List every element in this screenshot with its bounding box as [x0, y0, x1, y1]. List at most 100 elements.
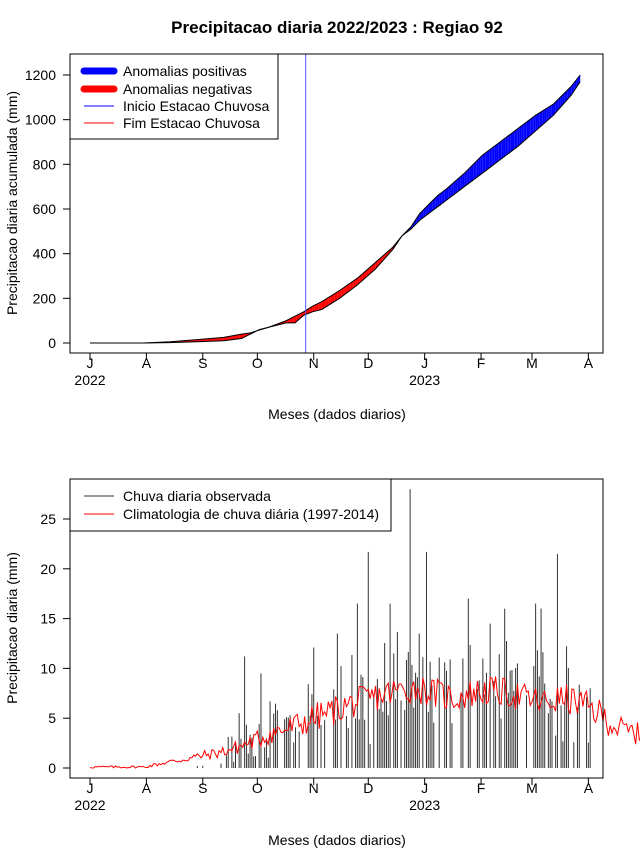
negative-anomaly-segment — [211, 338, 213, 342]
negative-anomaly-segment — [359, 275, 361, 284]
negative-anomaly-segment — [366, 268, 369, 278]
positive-anomaly-segment — [457, 177, 459, 193]
positive-anomaly-segment — [459, 176, 461, 191]
negative-anomaly-segment — [364, 270, 367, 279]
legend-negative-label: Anomalias negativas — [123, 81, 252, 97]
negative-anomaly-segment — [234, 335, 237, 340]
positive-anomaly-segment — [441, 191, 443, 205]
negative-anomaly-segment — [337, 290, 340, 300]
climatology-cumulative-line — [90, 81, 581, 344]
negative-anomaly-segment — [323, 299, 326, 309]
x-tick-label: F — [477, 780, 486, 796]
negative-anomaly-segment — [319, 301, 322, 310]
negative-anomaly-segment — [332, 293, 335, 303]
y-tick-label: 5 — [48, 710, 56, 726]
positive-anomaly-segment — [535, 114, 538, 131]
x-tick-label: D — [363, 780, 373, 796]
positive-anomaly-segment — [453, 181, 456, 195]
x-tick-label: N — [309, 355, 319, 371]
positive-anomaly-segment — [428, 202, 431, 214]
negative-anomaly-segment — [362, 271, 365, 281]
positive-anomaly-segment — [419, 211, 422, 221]
positive-anomaly-segment — [565, 89, 568, 102]
x-tick-label: F — [477, 355, 486, 371]
negative-anomaly-segment — [230, 335, 233, 340]
top-y-axis: 0 200 400 600 800 1000 1200 — [25, 67, 71, 351]
negative-anomaly-segment — [352, 280, 354, 289]
positive-anomaly-segment — [553, 102, 556, 116]
positive-anomaly-segment — [551, 104, 554, 117]
daily-rain-bars — [196, 489, 591, 768]
positive-anomaly-segment — [442, 190, 445, 203]
year-label: 2022 — [74, 372, 105, 388]
positive-anomaly-segment — [476, 158, 479, 178]
positive-anomaly-segment — [524, 121, 527, 141]
negative-anomaly-segment — [312, 305, 315, 312]
negative-anomaly-segment — [318, 302, 320, 311]
y-tick-label: 200 — [33, 290, 57, 306]
x-tick-label: O — [252, 780, 263, 796]
negative-anomaly-segment — [221, 337, 224, 341]
negative-anomaly-segment — [232, 335, 235, 340]
negative-anomaly-segment — [200, 339, 203, 342]
positive-anomaly-segment — [426, 204, 429, 215]
negative-anomaly-segment — [220, 337, 222, 341]
positive-anomaly-segment — [480, 155, 483, 175]
negative-anomaly-segment — [339, 289, 342, 299]
y-tick-label: 20 — [40, 561, 56, 577]
positive-anomaly-segment — [528, 119, 531, 138]
positive-anomaly-segment — [548, 106, 550, 120]
negative-anomaly-segment — [368, 267, 370, 276]
x-tick-label: M — [526, 780, 538, 796]
legend-positive-label: Anomalias positivas — [123, 63, 247, 79]
negative-anomaly-segment — [355, 278, 358, 287]
positive-anomaly-segment — [510, 132, 513, 152]
positive-anomaly-segment — [560, 95, 563, 108]
negative-anomaly-segment — [207, 338, 210, 342]
negative-anomaly-segment — [213, 338, 215, 342]
negative-anomaly-segment — [316, 303, 319, 311]
y-tick-label: 25 — [40, 511, 56, 527]
positive-anomaly-segment — [517, 127, 520, 147]
positive-anomaly-segment — [500, 140, 502, 160]
positive-anomaly-segment — [425, 206, 427, 217]
top-y-axis-label: Precipitacao diaria acumulada (mm) — [4, 91, 20, 315]
year-label: 2023 — [409, 797, 440, 813]
positive-anomaly-segment — [537, 112, 540, 130]
negative-anomaly-segment — [341, 288, 344, 297]
positive-anomaly-segment — [549, 105, 552, 119]
positive-anomaly-segment — [521, 124, 524, 144]
positive-anomaly-segment — [489, 148, 492, 168]
year-label: 2022 — [74, 797, 105, 813]
negative-anomaly-segment — [353, 279, 356, 288]
positive-anomaly-segment — [558, 96, 561, 110]
bottom-legend: Chuva diaria observada Climatologia de c… — [69, 478, 392, 532]
negative-anomaly-segment — [237, 334, 240, 339]
negative-anomaly-segment — [373, 262, 376, 271]
positive-anomaly-segment — [478, 157, 481, 176]
positive-anomaly-segment — [530, 117, 533, 136]
negative-anomaly-segment — [321, 300, 324, 310]
positive-anomaly-segment — [471, 164, 474, 182]
legend-climatology-label: Climatologia de chuva diária (1997-2014) — [123, 506, 379, 522]
x-tick-label: S — [198, 780, 207, 796]
positive-anomaly-segment — [462, 173, 465, 189]
y-tick-label: 400 — [33, 246, 57, 262]
climatology-line — [89, 676, 640, 769]
negative-anomaly-segment — [214, 338, 217, 342]
positive-anomaly-segment — [544, 108, 547, 124]
positive-anomaly-segment — [469, 166, 472, 183]
negative-anomaly-segment — [344, 285, 347, 295]
x-tick-label: A — [142, 355, 152, 371]
positive-anomaly-segment — [491, 147, 493, 167]
negative-anomaly-segment — [357, 276, 360, 285]
top-legend: Anomalias positivas Anomalias negativas … — [69, 53, 279, 140]
x-tick-label: O — [252, 355, 263, 371]
y-tick-label: 15 — [40, 611, 56, 627]
top-x-axis: J A S O N D J F M A 2022 2023 — [74, 352, 594, 388]
negative-anomaly-segment — [202, 339, 205, 342]
positive-anomaly-segment — [475, 160, 477, 179]
y-tick-label: 600 — [33, 201, 57, 217]
negative-anomaly-segment — [311, 306, 313, 313]
positive-anomaly-segment — [542, 109, 545, 125]
